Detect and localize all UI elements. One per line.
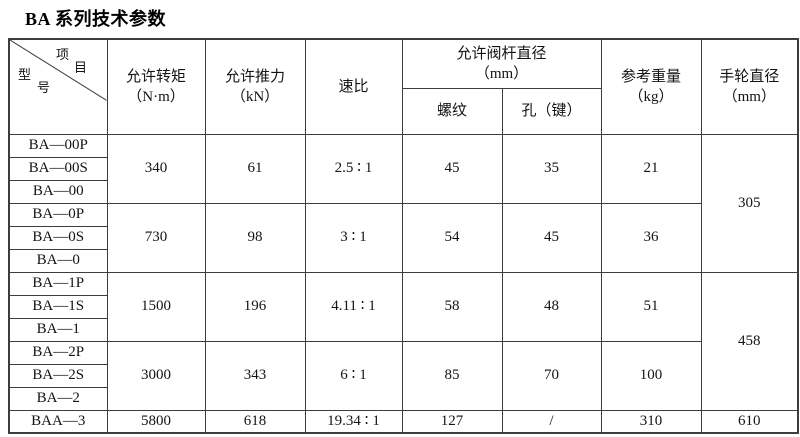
thread-value-cell: 85 (401, 340, 503, 411)
model-cell: BA—1S (8, 294, 108, 319)
header-torque-label: 允许转矩 (125, 68, 186, 85)
hole-value-cell: 45 (501, 202, 602, 273)
corner-item-char-1: 项 (56, 47, 70, 62)
header-thread: 螺纹 (401, 87, 503, 135)
thread-value-cell: 127 (401, 409, 503, 434)
weight-value-cell: 21 (600, 133, 702, 204)
torque-value-cell: 3000 (106, 340, 206, 411)
thrust-value-cell: 196 (204, 271, 306, 342)
header-stem-unit: （mm） (474, 65, 529, 82)
page-title: BA 系列技术参数 (25, 9, 167, 29)
torque-value-cell: 340 (106, 133, 206, 204)
header-torque: 允许转矩 （N·m） (106, 38, 206, 135)
model-cell: BA—0P (8, 202, 108, 227)
header-thrust-unit: （kN） (230, 88, 280, 105)
torque-value-cell: 5800 (106, 409, 206, 434)
weight-value-cell: 100 (600, 340, 702, 411)
hole-value-cell: 70 (501, 340, 602, 411)
ratio-value-cell: 6 ∶ 1 (304, 340, 403, 411)
model-cell: BAA—3 (8, 409, 108, 434)
hole-value-cell: 35 (501, 133, 602, 204)
model-cell: BA—0 (8, 248, 108, 273)
model-cell: BA—1P (8, 271, 108, 296)
ratio-value-cell: 2.5 ∶ 1 (304, 133, 403, 204)
ratio-value-cell: 4.11 ∶ 1 (304, 271, 403, 342)
model-cell: BA—00 (8, 179, 108, 204)
handwheel-value-cell: 610 (700, 409, 799, 434)
weight-value-cell: 51 (600, 271, 702, 342)
thread-value-cell: 54 (401, 202, 503, 273)
weight-value-cell: 310 (600, 409, 702, 434)
model-cell: BA—0S (8, 225, 108, 250)
weight-value-cell: 36 (600, 202, 702, 273)
ratio-value-cell: 3 ∶ 1 (304, 202, 403, 273)
model-cell: BA—2 (8, 386, 108, 411)
diagonal-line (10, 40, 107, 134)
header-stem-diameter: 允许阀杆直径 （mm） (401, 38, 602, 89)
header-weight-label: 参考重量 (621, 68, 682, 85)
ratio-value-cell: 19.34 ∶ 1 (304, 409, 403, 434)
spec-table-container: 项 目 型 号 允许转矩 （N·m） 允许推力 （kN） 速比 允许阀杆直径 （… (8, 38, 800, 434)
hole-value-cell: 48 (501, 271, 602, 342)
header-handwheel-unit: （mm） (722, 88, 776, 105)
handwheel-value-cell: 305 (700, 133, 799, 273)
thrust-value-cell: 343 (204, 340, 306, 411)
torque-value-cell: 1500 (106, 271, 206, 342)
torque-value-cell: 730 (106, 202, 206, 273)
corner-header-cell: 项 目 型 号 (8, 38, 108, 135)
corner-model-char-1: 型 (18, 67, 32, 82)
model-cell: BA—2P (8, 340, 108, 365)
hole-value-cell: / (501, 409, 602, 434)
thrust-value-cell: 618 (204, 409, 306, 434)
header-weight-unit: （kg） (628, 88, 674, 105)
header-keyhole: 孔（键） (501, 87, 602, 135)
header-weight: 参考重量 （kg） (600, 38, 702, 135)
handwheel-value-cell: 458 (700, 271, 799, 411)
header-handwheel: 手轮直径 （mm） (700, 38, 799, 135)
header-thrust-label: 允许推力 (224, 68, 285, 85)
header-handwheel-label: 手轮直径 (719, 68, 780, 85)
corner-model-char-2: 号 (37, 80, 51, 95)
model-cell: BA—1 (8, 317, 108, 342)
model-cell: BA—00P (8, 133, 108, 158)
model-cell: BA—00S (8, 156, 108, 181)
header-thrust: 允许推力 （kN） (204, 38, 306, 135)
corner-item-char-2: 目 (74, 60, 88, 75)
thrust-value-cell: 61 (204, 133, 306, 204)
header-torque-unit: （N·m） (127, 88, 185, 105)
thread-value-cell: 58 (401, 271, 503, 342)
model-cell: BA—2S (8, 363, 108, 388)
thrust-value-cell: 98 (204, 202, 306, 273)
thread-value-cell: 45 (401, 133, 503, 204)
spec-table: 项 目 型 号 允许转矩 （N·m） 允许推力 （kN） 速比 允许阀杆直径 （… (8, 38, 800, 434)
header-stem-label: 允许阀杆直径 (456, 45, 547, 62)
header-ratio: 速比 (304, 38, 403, 135)
